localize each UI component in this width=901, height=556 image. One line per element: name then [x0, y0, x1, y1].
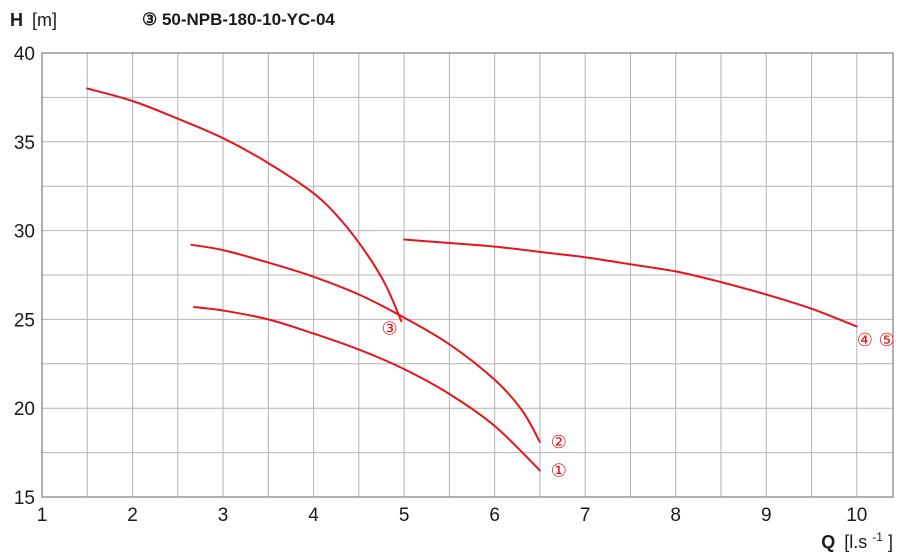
- x-axis-unit: [l.s: [844, 532, 867, 552]
- x-tick-label: 3: [218, 505, 229, 526]
- curve-label-4: ④ ⑤: [857, 330, 895, 351]
- y-tick-label: 30: [14, 222, 35, 243]
- y-tick-label: 25: [14, 310, 35, 331]
- chart-title: ③ 50-NPB-180-10-YC-04: [142, 10, 335, 29]
- y-tick-label: 40: [14, 44, 35, 65]
- x-tick-label: 4: [308, 505, 319, 526]
- tick-labels: 1 2 3 4 5 6 7 8 9 10 15 20 25 30 35 40: [14, 44, 867, 526]
- x-tick-label: 5: [399, 505, 410, 526]
- y-tick-label: 15: [14, 488, 35, 509]
- curve-labels: ① ② ③ ④ ⑤: [381, 318, 894, 481]
- x-tick-label: 7: [580, 505, 591, 526]
- curve-1: [193, 306, 541, 472]
- x-tick-label: 8: [670, 505, 681, 526]
- x-axis-title: Q [l.s -1 ]: [821, 525, 893, 552]
- curve-3: [86, 87, 403, 323]
- y-axis-symbol: H: [10, 10, 23, 30]
- x-axis-unit-end: ]: [888, 532, 893, 552]
- curve-4: [403, 238, 858, 328]
- y-tick-label: 20: [14, 399, 35, 420]
- curve-label-3: ③: [381, 318, 397, 339]
- x-tick-label: 10: [846, 505, 867, 526]
- x-tick-label: 6: [489, 505, 500, 526]
- y-axis-title: H [m]: [10, 10, 57, 30]
- plot-frame: [41, 52, 894, 498]
- curves: [86, 87, 858, 472]
- x-tick-label: 9: [761, 505, 772, 526]
- curve-label-1: ①: [551, 460, 567, 481]
- curve-2: [190, 243, 541, 443]
- grid: [42, 53, 893, 497]
- y-tick-label: 35: [14, 133, 35, 154]
- x-tick-label: 1: [37, 505, 48, 526]
- x-axis-unit-sup: -1: [872, 530, 883, 544]
- curve-label-2: ②: [551, 432, 567, 453]
- x-tick-label: 2: [127, 505, 138, 526]
- plot-border: [41, 52, 894, 498]
- y-axis-unit: [m]: [32, 10, 57, 30]
- x-axis-symbol: Q: [821, 532, 835, 552]
